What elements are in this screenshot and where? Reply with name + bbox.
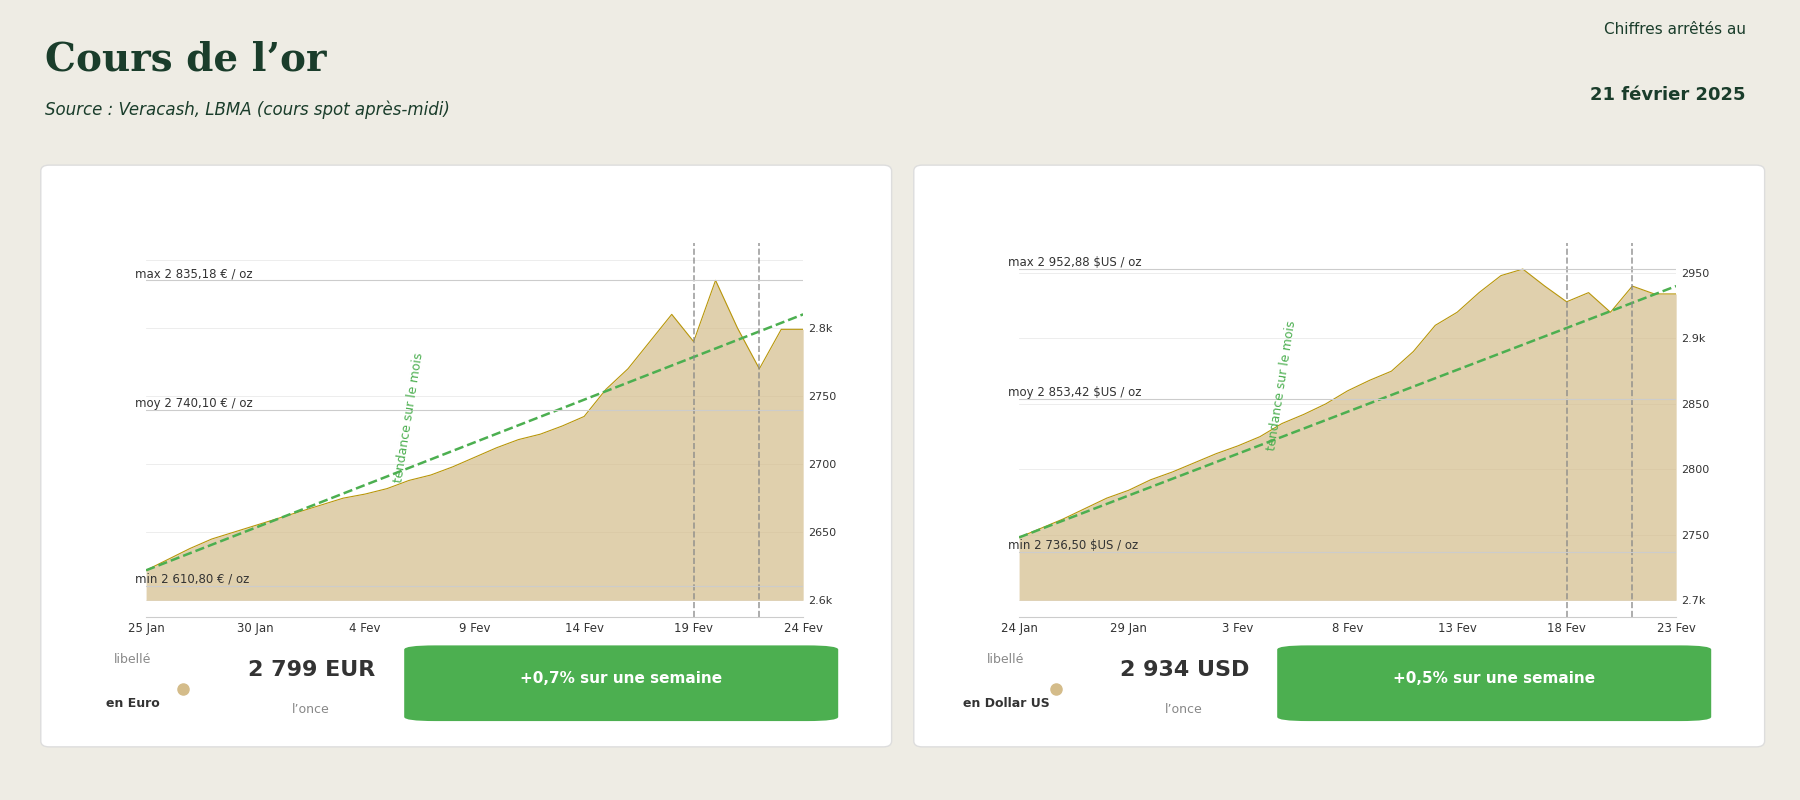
Text: +0,7% sur une semaine: +0,7% sur une semaine (520, 671, 722, 686)
Text: min 2 610,80 € / oz: min 2 610,80 € / oz (135, 573, 250, 586)
Text: tendance sur le mois: tendance sur le mois (392, 351, 425, 483)
Text: en Euro: en Euro (106, 697, 160, 710)
Text: l’once: l’once (1165, 703, 1202, 716)
Text: Cours de l’or: Cours de l’or (45, 40, 326, 78)
Text: libellé: libellé (113, 654, 151, 666)
Text: min 2 736,50 $US / oz: min 2 736,50 $US / oz (1008, 539, 1138, 553)
FancyBboxPatch shape (405, 646, 839, 721)
Text: 2 799 EUR: 2 799 EUR (248, 660, 374, 680)
Text: l’once: l’once (292, 703, 329, 716)
Text: 2 934 USD: 2 934 USD (1120, 660, 1249, 680)
Text: tendance sur le mois: tendance sur le mois (1265, 319, 1298, 451)
Text: moy 2 740,10 € / oz: moy 2 740,10 € / oz (135, 397, 252, 410)
FancyBboxPatch shape (914, 165, 1764, 747)
Text: Chiffres arrêtés au: Chiffres arrêtés au (1604, 22, 1746, 37)
Text: max 2 835,18 € / oz: max 2 835,18 € / oz (135, 267, 252, 280)
FancyBboxPatch shape (41, 165, 891, 747)
FancyBboxPatch shape (1278, 646, 1712, 721)
Text: en Dollar US: en Dollar US (963, 697, 1049, 710)
Text: 21 février 2025: 21 février 2025 (1591, 86, 1746, 104)
Text: moy 2 853,42 $US / oz: moy 2 853,42 $US / oz (1008, 386, 1141, 399)
Text: +0,5% sur une semaine: +0,5% sur une semaine (1393, 671, 1595, 686)
Text: Source : Veracash, LBMA (cours spot après-midi): Source : Veracash, LBMA (cours spot aprè… (45, 101, 450, 119)
Text: libellé: libellé (986, 654, 1024, 666)
Text: max 2 952,88 $US / oz: max 2 952,88 $US / oz (1008, 256, 1141, 270)
